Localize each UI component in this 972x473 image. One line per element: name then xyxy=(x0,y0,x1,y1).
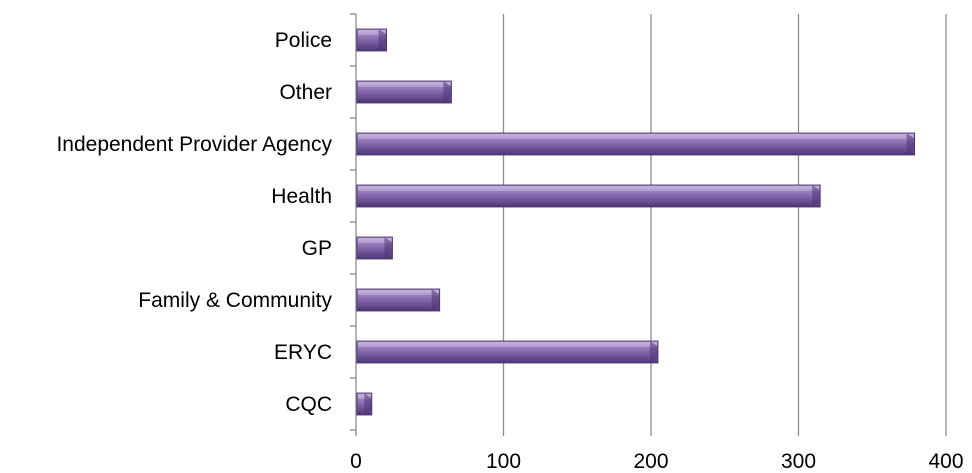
bar-end-cap xyxy=(649,341,658,363)
bar-highlight xyxy=(358,30,386,35)
category-label-1: Other xyxy=(279,81,332,104)
bar-highlight xyxy=(358,342,657,347)
category-label-5: Family & Community xyxy=(138,289,332,312)
category-labels: Police Other Independent Provider Agency He… xyxy=(56,29,332,416)
category-label-3: Health xyxy=(271,185,332,208)
x-tick-label-100: 100 xyxy=(486,450,521,473)
axes xyxy=(350,13,947,436)
bar-end-cap xyxy=(812,185,821,207)
x-tick-label-400: 400 xyxy=(928,450,963,473)
bar-highlight xyxy=(358,134,914,139)
x-tick-label-300: 300 xyxy=(781,450,816,473)
bar-6 xyxy=(356,340,659,364)
bar-1 xyxy=(356,80,452,104)
bar-end-cap xyxy=(364,393,372,415)
bar-7 xyxy=(356,392,373,416)
x-tick-label-200: 200 xyxy=(633,450,668,473)
bar-end-cap xyxy=(384,237,393,259)
category-label-0: Police xyxy=(275,29,332,52)
bar-highlight xyxy=(358,82,451,87)
x-tick-label-0: 0 xyxy=(350,450,362,473)
bar-5 xyxy=(356,288,441,312)
category-label-4: GP xyxy=(302,237,332,260)
x-tick-labels: 0 100 200 300 400 xyxy=(350,450,963,473)
bar-0 xyxy=(356,28,387,52)
bar-end-cap xyxy=(431,289,440,311)
bar-3 xyxy=(356,184,821,208)
bar-highlight xyxy=(358,186,820,191)
gridlines xyxy=(502,14,947,430)
bar-2 xyxy=(356,132,916,156)
bar-end-cap xyxy=(378,29,387,51)
bars xyxy=(356,28,916,416)
bar-end-cap xyxy=(443,81,452,103)
category-label-2: Independent Provider Agency xyxy=(56,133,332,156)
category-label-7: CQC xyxy=(285,393,332,416)
bar-4 xyxy=(356,236,393,260)
category-label-6: ERYC xyxy=(274,341,332,364)
bar-highlight xyxy=(358,290,439,295)
bar-highlight xyxy=(358,238,392,243)
bar-end-cap xyxy=(906,133,915,155)
